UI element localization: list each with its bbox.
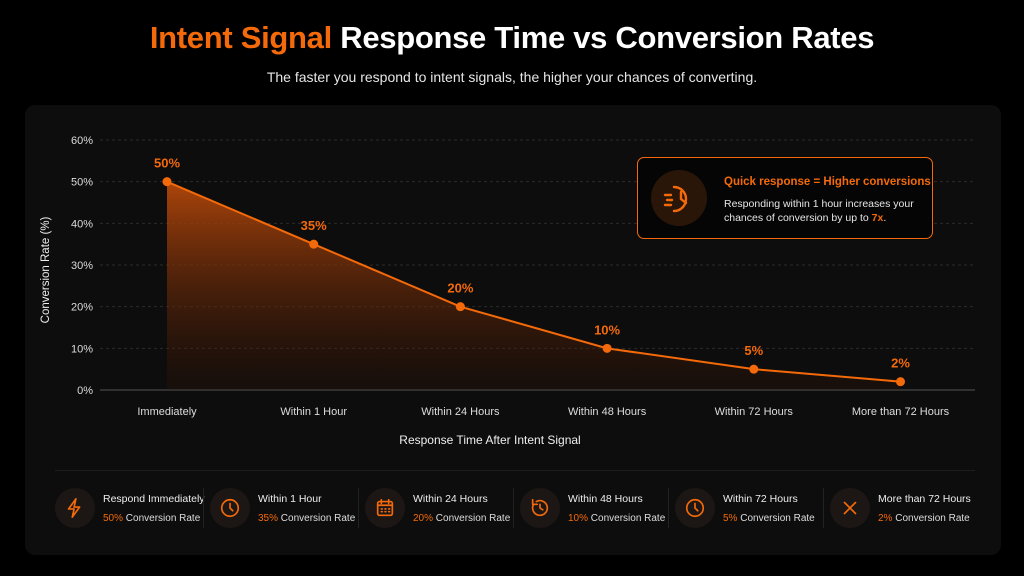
- legend-item: Within 1 Hour 35% Conversion Rate: [210, 488, 365, 528]
- x-tick-label: Within 24 Hours: [421, 406, 500, 418]
- area-fill: [167, 181, 901, 390]
- data-point: [162, 177, 172, 187]
- data-point: [455, 302, 465, 312]
- legend-rate: 5% Conversion Rate: [723, 513, 815, 524]
- data-label: 10%: [594, 322, 620, 337]
- clock-icon: [210, 488, 250, 528]
- x-icon: [830, 488, 870, 528]
- data-label: 50%: [154, 156, 180, 171]
- y-tick-label: 50%: [71, 177, 93, 189]
- data-label: 2%: [891, 356, 910, 371]
- x-tick-label: Within 48 Hours: [568, 406, 647, 418]
- clock-icon: [675, 488, 715, 528]
- callout-card: Quick response = Higher conversions Resp…: [637, 157, 933, 239]
- divider: [823, 488, 824, 528]
- legend-item: More than 72 Hours 2% Conversion Rate: [830, 488, 985, 528]
- series-line: [166, 180, 901, 383]
- legend-item: Respond Immediately 50% Conversion Rate: [55, 488, 210, 528]
- legend-value: 5%: [723, 512, 738, 524]
- x-tick-label: More than 72 Hours: [852, 406, 950, 418]
- legend-item: Within 24 Hours 20% Conversion Rate: [365, 488, 520, 528]
- legend-title: Respond Immediately: [103, 492, 205, 505]
- legend-value: 20%: [413, 512, 434, 524]
- legend-suffix: Conversion Rate: [123, 512, 201, 524]
- legend-title: More than 72 Hours: [878, 492, 971, 505]
- callout-end: .: [883, 212, 887, 224]
- legend-item: Within 48 Hours 10% Conversion Rate: [520, 488, 675, 528]
- y-tick-label: 20%: [71, 302, 93, 314]
- page-title: Intent Signal Response Time vs Conversio…: [0, 20, 1024, 56]
- title-accent: Intent Signal: [149, 20, 332, 55]
- y-tick-label: 0%: [77, 385, 93, 397]
- y-tick-label: 30%: [71, 260, 93, 272]
- callout-text: Responding within 1 hour increases your …: [724, 198, 914, 224]
- legend-value: 35%: [258, 512, 279, 524]
- data-label: 5%: [744, 343, 763, 358]
- divider: [55, 470, 975, 471]
- data-label: 35%: [301, 218, 327, 233]
- lightning-icon: [55, 488, 95, 528]
- legend-rate: 10% Conversion Rate: [568, 513, 665, 524]
- divider: [358, 488, 359, 528]
- y-tick-label: 10%: [71, 343, 93, 355]
- legend-suffix: Conversion Rate: [588, 512, 666, 524]
- legend-rate: 50% Conversion Rate: [103, 513, 205, 524]
- y-tick-label: 60%: [71, 135, 93, 147]
- calendar-icon: [365, 488, 405, 528]
- legend-rate: 2% Conversion Rate: [878, 513, 971, 524]
- data-point: [309, 239, 319, 249]
- x-tick-label: Within 72 Hours: [715, 406, 794, 418]
- y-axis-label: Conversion Rate (%): [40, 216, 52, 323]
- legend-title: Within 72 Hours: [723, 492, 798, 505]
- legend-suffix: Conversion Rate: [433, 512, 511, 524]
- clock-refresh-icon: [520, 488, 560, 528]
- data-label: 20%: [447, 281, 473, 296]
- title-rest: Response Time vs Conversion Rates: [331, 20, 875, 55]
- x-tick-label: Within 1 Hour: [280, 406, 347, 418]
- chart: 0% 10% 20% 30% 40% 50% 60% 50% Immediately 35% Wit…: [40, 135, 975, 447]
- legend-rate: 35% Conversion Rate: [258, 513, 355, 524]
- legend-value: 50%: [103, 512, 124, 524]
- legend-title: Within 48 Hours: [568, 492, 643, 505]
- x-axis-label: Response Time After Intent Signal: [399, 433, 580, 447]
- legend-suffix: Conversion Rate: [892, 512, 970, 524]
- y-tick-label: 40%: [71, 218, 93, 230]
- divider: [203, 488, 204, 528]
- divider: [513, 488, 514, 528]
- legend-value: 10%: [568, 512, 589, 524]
- legend-title: Within 24 Hours: [413, 492, 488, 505]
- legend-rate: 20% Conversion Rate: [413, 513, 510, 524]
- x-tick-label: Immediately: [137, 406, 197, 418]
- legend-title: Within 1 Hour: [258, 492, 322, 505]
- callout-body: Responding within 1 hour increases your …: [724, 197, 929, 225]
- legend-value: 2%: [878, 512, 893, 524]
- data-point: [749, 364, 759, 374]
- divider: [668, 488, 669, 528]
- subtitle: The faster you respond to intent signals…: [266, 69, 758, 85]
- legend-item: Within 72 Hours 5% Conversion Rate: [675, 488, 830, 528]
- data-point: [602, 343, 612, 353]
- data-point: [896, 377, 905, 387]
- callout-highlight: 7x: [871, 212, 884, 224]
- callout-heading: Quick response = Higher conversions: [724, 176, 931, 188]
- fast-clock-icon: [651, 170, 707, 226]
- legend: Respond Immediately 50% Conversion Rate …: [55, 488, 985, 528]
- legend-suffix: Conversion Rate: [278, 512, 356, 524]
- legend-suffix: Conversion Rate: [737, 512, 815, 524]
